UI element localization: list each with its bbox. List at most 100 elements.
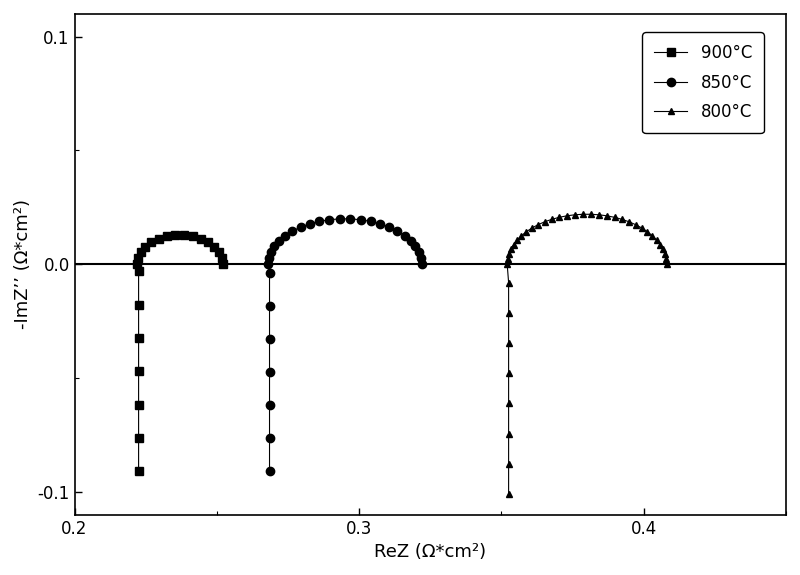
900°C bbox=[146, 239, 156, 246]
900°C bbox=[210, 243, 219, 250]
800°C bbox=[504, 279, 514, 286]
800°C bbox=[570, 212, 580, 218]
800°C bbox=[540, 218, 550, 225]
800°C bbox=[662, 256, 671, 263]
850°C bbox=[296, 224, 306, 231]
900°C bbox=[154, 235, 163, 242]
850°C bbox=[265, 270, 274, 277]
800°C bbox=[504, 340, 514, 347]
850°C bbox=[265, 468, 274, 475]
800°C bbox=[522, 228, 531, 235]
X-axis label: ReZ (Ω*cm²): ReZ (Ω*cm²) bbox=[374, 543, 486, 561]
900°C bbox=[214, 249, 224, 256]
Line: 850°C: 850°C bbox=[264, 214, 426, 476]
850°C bbox=[410, 243, 420, 250]
850°C bbox=[305, 220, 314, 227]
800°C bbox=[642, 228, 652, 235]
850°C bbox=[366, 218, 375, 225]
850°C bbox=[393, 228, 402, 235]
850°C bbox=[385, 224, 394, 231]
900°C bbox=[134, 255, 143, 262]
900°C bbox=[218, 261, 227, 268]
850°C bbox=[400, 232, 410, 239]
800°C bbox=[512, 236, 522, 243]
Line: 900°C: 900°C bbox=[133, 231, 226, 476]
900°C bbox=[134, 268, 143, 275]
800°C bbox=[660, 251, 670, 258]
900°C bbox=[132, 261, 142, 268]
800°C bbox=[527, 225, 537, 232]
800°C bbox=[502, 256, 512, 263]
800°C bbox=[504, 309, 514, 316]
800°C bbox=[602, 212, 612, 219]
850°C bbox=[356, 216, 366, 223]
800°C bbox=[504, 400, 514, 407]
850°C bbox=[265, 336, 274, 343]
Y-axis label: -ImZ’’ (Ω*cm²): -ImZ’’ (Ω*cm²) bbox=[14, 200, 32, 329]
800°C bbox=[662, 261, 671, 268]
850°C bbox=[265, 402, 274, 409]
800°C bbox=[637, 225, 646, 232]
850°C bbox=[265, 435, 274, 442]
850°C bbox=[314, 218, 324, 225]
800°C bbox=[610, 214, 619, 221]
850°C bbox=[417, 261, 426, 268]
900°C bbox=[179, 231, 189, 238]
850°C bbox=[288, 228, 298, 235]
900°C bbox=[134, 301, 143, 308]
800°C bbox=[554, 214, 564, 221]
900°C bbox=[134, 401, 143, 408]
800°C bbox=[506, 246, 516, 253]
800°C bbox=[517, 232, 526, 239]
800°C bbox=[504, 490, 514, 497]
800°C bbox=[504, 461, 514, 467]
850°C bbox=[406, 237, 415, 244]
850°C bbox=[263, 261, 273, 268]
850°C bbox=[270, 243, 279, 250]
900°C bbox=[134, 435, 143, 442]
800°C bbox=[647, 232, 657, 239]
Line: 800°C: 800°C bbox=[504, 211, 670, 498]
800°C bbox=[617, 216, 626, 223]
800°C bbox=[652, 236, 662, 243]
800°C bbox=[624, 218, 634, 225]
800°C bbox=[504, 251, 514, 258]
800°C bbox=[509, 241, 518, 248]
850°C bbox=[335, 216, 345, 223]
900°C bbox=[141, 243, 150, 250]
850°C bbox=[346, 216, 355, 223]
800°C bbox=[534, 221, 543, 228]
850°C bbox=[264, 255, 274, 262]
800°C bbox=[586, 211, 596, 218]
850°C bbox=[274, 237, 284, 244]
800°C bbox=[655, 241, 665, 248]
Legend: 900°C, 850°C, 800°C: 900°C, 850°C, 800°C bbox=[642, 32, 763, 133]
850°C bbox=[265, 303, 274, 310]
900°C bbox=[217, 255, 226, 262]
850°C bbox=[414, 248, 424, 255]
900°C bbox=[134, 468, 143, 475]
900°C bbox=[134, 335, 143, 342]
800°C bbox=[578, 211, 588, 218]
900°C bbox=[136, 249, 146, 256]
900°C bbox=[188, 233, 198, 240]
800°C bbox=[504, 430, 514, 437]
800°C bbox=[504, 370, 514, 377]
800°C bbox=[658, 246, 668, 253]
900°C bbox=[134, 368, 143, 375]
850°C bbox=[325, 216, 334, 223]
800°C bbox=[594, 212, 604, 218]
850°C bbox=[266, 248, 276, 255]
850°C bbox=[265, 369, 274, 376]
900°C bbox=[170, 231, 180, 238]
850°C bbox=[416, 255, 426, 262]
800°C bbox=[631, 221, 641, 228]
850°C bbox=[375, 220, 385, 227]
900°C bbox=[197, 235, 206, 242]
800°C bbox=[502, 261, 512, 268]
900°C bbox=[204, 239, 214, 246]
900°C bbox=[162, 233, 171, 240]
800°C bbox=[547, 216, 557, 223]
800°C bbox=[562, 212, 572, 219]
850°C bbox=[281, 232, 290, 239]
